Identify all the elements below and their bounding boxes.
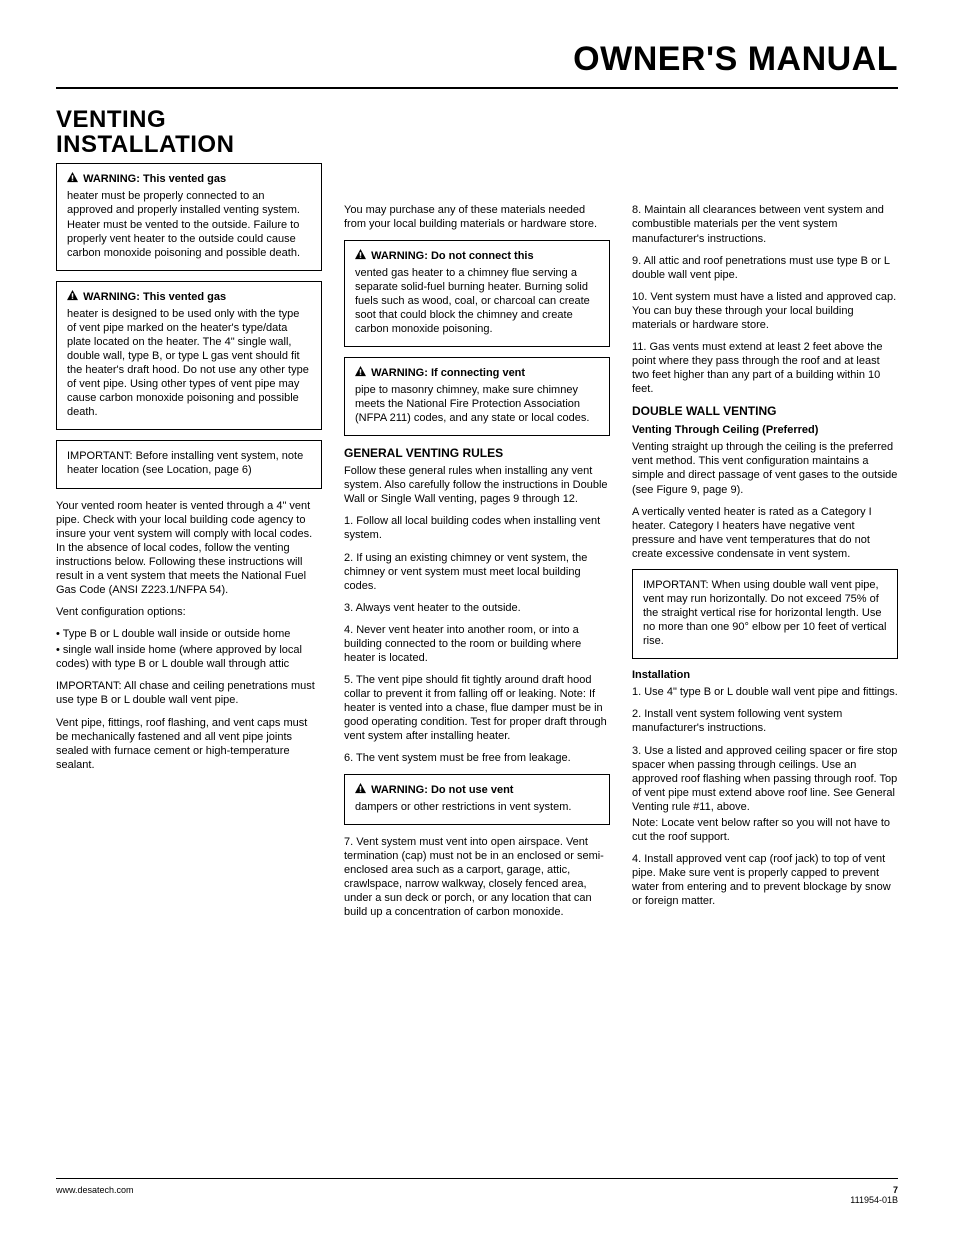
section-heading-line2: INSTALLATION: [56, 131, 234, 158]
col1-para-2-cap: IMPORTANT: All chase and ceiling penetra…: [56, 679, 322, 707]
col2-rule-7: 7. Vent system must vent into open airsp…: [344, 835, 610, 919]
col3-rule-10: 10. Vent system must have a listed and a…: [632, 290, 898, 332]
important-box-1-body: IMPORTANT: Before installing vent system…: [67, 449, 311, 477]
subhead-venting-ceiling: Venting Through Ceiling (Preferred): [632, 424, 898, 436]
warning-box-2-title: WARNING: This vented gas: [67, 290, 311, 304]
warning-box-1-title: WARNING: This vented gas: [67, 172, 311, 186]
column-1: WARNING: This vented gas heater must be …: [56, 163, 322, 927]
warning-icon: [67, 172, 78, 186]
col3-rule-9: 9. All attic and roof penetrations must …: [632, 254, 898, 282]
warning-box-1-body: heater must be properly connected to an …: [67, 189, 311, 259]
section-heading: VENTING INSTALLATION: [56, 107, 898, 157]
subhead-general-venting: GENERAL VENTING RULES: [344, 446, 610, 460]
warning-box-5-title-text: WARNING: Do not use vent: [371, 784, 513, 796]
column-2: You may purchase any of these materials …: [344, 163, 610, 927]
warning-box-4-title-text: WARNING: If connecting vent: [371, 367, 525, 379]
section-heading-line1: VENTING: [56, 106, 166, 133]
warning-box-5: WARNING: Do not use vent dampers or othe…: [344, 774, 610, 825]
col3-para-2: A vertically vented heater is rated as a…: [632, 505, 898, 561]
col1-para-3: Vent pipe, fittings, roof flashing, and …: [56, 716, 322, 772]
col1-para-2-item1: • Type B or L double wall inside or outs…: [56, 627, 322, 641]
warning-box-1: WARNING: This vented gas heater must be …: [56, 163, 322, 270]
warning-box-5-title: WARNING: Do not use vent: [355, 783, 599, 797]
page-title: OWNER'S MANUAL: [56, 40, 898, 89]
col3-rule-8: 8. Maintain all clearances between vent …: [632, 203, 898, 245]
col2-rule-1: 1. Follow all local building codes when …: [344, 514, 610, 542]
warning-box-5-body: dampers or other restrictions in vent sy…: [355, 800, 599, 814]
col2-para-1: You may purchase any of these materials …: [344, 203, 610, 231]
important-box-1: IMPORTANT: Before installing vent system…: [56, 440, 322, 488]
warning-box-3-title: WARNING: Do not connect this: [355, 249, 599, 263]
warning-box-1-title-text: WARNING: This vented gas: [83, 173, 226, 185]
subhead-installation: Installation: [632, 669, 898, 681]
important-box-2: IMPORTANT: When using double wall vent p…: [632, 569, 898, 659]
warning-box-4: WARNING: If connecting vent pipe to maso…: [344, 357, 610, 436]
warning-box-2-body: heater is designed to be used only with …: [67, 307, 311, 420]
warning-box-3-body: vented gas heater to a chimney flue serv…: [355, 266, 599, 336]
col3-para-1: Venting straight up through the ceiling …: [632, 440, 898, 496]
page-footer: www.desatech.com 7 111954-01B: [56, 1178, 898, 1205]
warning-icon: [355, 249, 366, 263]
col3-install-3a: 3. Use a listed and approved ceiling spa…: [632, 744, 898, 814]
col3-install-4: 4. Install approved vent cap (roof jack)…: [632, 852, 898, 908]
col2-para-2: Follow these general rules when installi…: [344, 464, 610, 506]
important-box-2-body: IMPORTANT: When using double wall vent p…: [643, 578, 887, 648]
col1-para-1: Your vented room heater is vented throug…: [56, 499, 322, 598]
footer-doc-code: 111954-01B: [850, 1195, 898, 1205]
col2-rule-3: 3. Always vent heater to the outside.: [344, 601, 610, 615]
warning-icon: [355, 783, 366, 797]
col2-rule-6: 6. The vent system must be free from lea…: [344, 751, 610, 765]
col1-para-2-item2: • single wall inside home (where approve…: [56, 643, 322, 671]
warning-box-3: WARNING: Do not connect this vented gas …: [344, 240, 610, 347]
content-columns: WARNING: This vented gas heater must be …: [56, 163, 898, 927]
warning-box-3-title-text: WARNING: Do not connect this: [371, 250, 534, 262]
column-3: 8. Maintain all clearances between vent …: [632, 163, 898, 927]
warning-box-2: WARNING: This vented gas heater is desig…: [56, 281, 322, 431]
warning-box-4-title: WARNING: If connecting vent: [355, 366, 599, 380]
col2-rule-2: 2. If using an existing chimney or vent …: [344, 551, 610, 593]
col2-rule-4: 4. Never vent heater into another room, …: [344, 623, 610, 665]
footer-url: www.desatech.com: [56, 1185, 850, 1205]
warning-box-4-body: pipe to masonry chimney, make sure chimn…: [355, 383, 599, 425]
col3-install-1: 1. Use 4" type B or L double wall vent p…: [632, 685, 898, 699]
col3-install-2: 2. Install vent system following vent sy…: [632, 707, 898, 735]
col3-rule-11: 11. Gas vents must extend at least 2 fee…: [632, 340, 898, 396]
subhead-double-wall: DOUBLE WALL VENTING: [632, 404, 898, 418]
col3-install-3b: Note: Locate vent below rafter so you wi…: [632, 816, 898, 844]
warning-icon: [67, 290, 78, 304]
warning-box-2-title-text: WARNING: This vented gas: [83, 291, 226, 303]
footer-page-number: 7: [893, 1185, 898, 1195]
col1-para-2-intro: Vent configuration options:: [56, 605, 322, 619]
warning-icon: [355, 366, 366, 380]
col2-rule-5: 5. The vent pipe should fit tightly arou…: [344, 673, 610, 743]
